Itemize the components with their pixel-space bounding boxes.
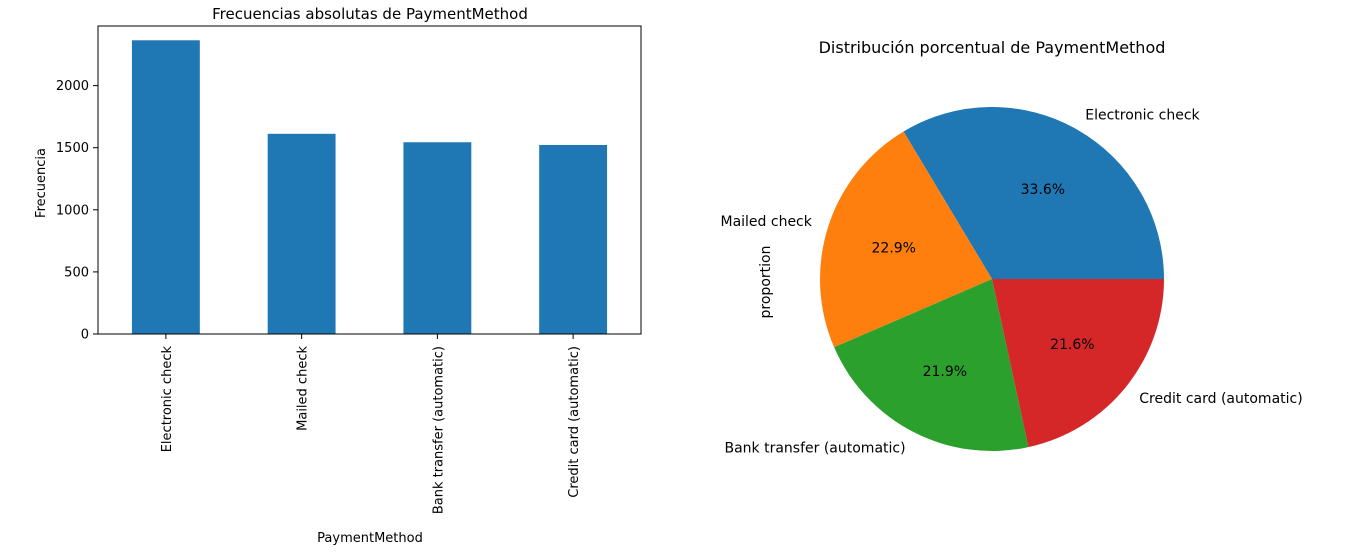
bar-electronic-check — [131, 40, 200, 334]
bar-credit-card-automatic — [539, 144, 608, 334]
bar-chart-panel: Frecuencias absolutas de PaymentMethod F… — [34, 5, 642, 546]
y-tick-label: 2000 — [56, 79, 89, 94]
y-tick-label: 0 — [81, 328, 89, 343]
y-tick-label: 1000 — [56, 203, 89, 218]
pie-chart-panel: Distribución porcentual de PaymentMethod… — [720, 38, 1302, 456]
pie-percent-label: 21.6% — [1050, 337, 1094, 353]
pie-slice-credit-card-automatic — [992, 279, 1164, 448]
pie-category-label: Credit card (automatic) — [1139, 391, 1302, 407]
bar-chart-plot-frame — [97, 25, 642, 335]
pie-percent-label: 33.6% — [1021, 182, 1065, 198]
pie-percent-label: 21.9% — [923, 364, 967, 380]
x-tick-label: Credit card (automatic) — [567, 346, 582, 498]
pie-percent-label: 22.9% — [872, 240, 916, 256]
bar-chart-y-ticks: 0 500 1000 1500 2000 — [56, 79, 98, 343]
bar-chart-x-axis-label: PaymentMethod — [317, 531, 423, 546]
bar-chart-title: Frecuencias absolutas de PaymentMethod — [212, 5, 528, 23]
pie-chart-title: Distribución porcentual de PaymentMethod — [819, 38, 1166, 57]
bar-chart-x-ticks: Electronic check Mailed check Bank transfe… — [160, 334, 582, 514]
pie-slice-bank-transfer-automatic — [834, 279, 1029, 451]
bar-bank-transfer-automatic — [403, 142, 472, 334]
bar-mailed-check — [267, 133, 336, 334]
x-tick-label: Electronic check — [160, 346, 175, 453]
pie-category-label: Mailed check — [720, 214, 812, 230]
pie-category-label: Bank transfer (automatic) — [724, 440, 905, 456]
x-tick-label: Bank transfer (automatic) — [431, 346, 446, 514]
pie-chart-labels: 33.6% Electronic check 22.9% Mailed check 21… — [720, 107, 1302, 456]
pie-slice-electronic-check — [903, 107, 1164, 280]
bar-chart-y-axis-label: Frecuencia — [34, 148, 49, 218]
y-tick-label: 1500 — [56, 141, 89, 156]
x-tick-label: Mailed check — [296, 346, 311, 431]
pie-slice-mailed-check — [820, 131, 992, 348]
pie-chart-slices — [820, 107, 1164, 451]
y-tick-label: 500 — [64, 265, 89, 280]
pie-category-label: Electronic check — [1085, 107, 1200, 123]
bar-chart-bars — [131, 40, 608, 334]
pie-chart-y-axis-label: proportion — [758, 246, 774, 319]
